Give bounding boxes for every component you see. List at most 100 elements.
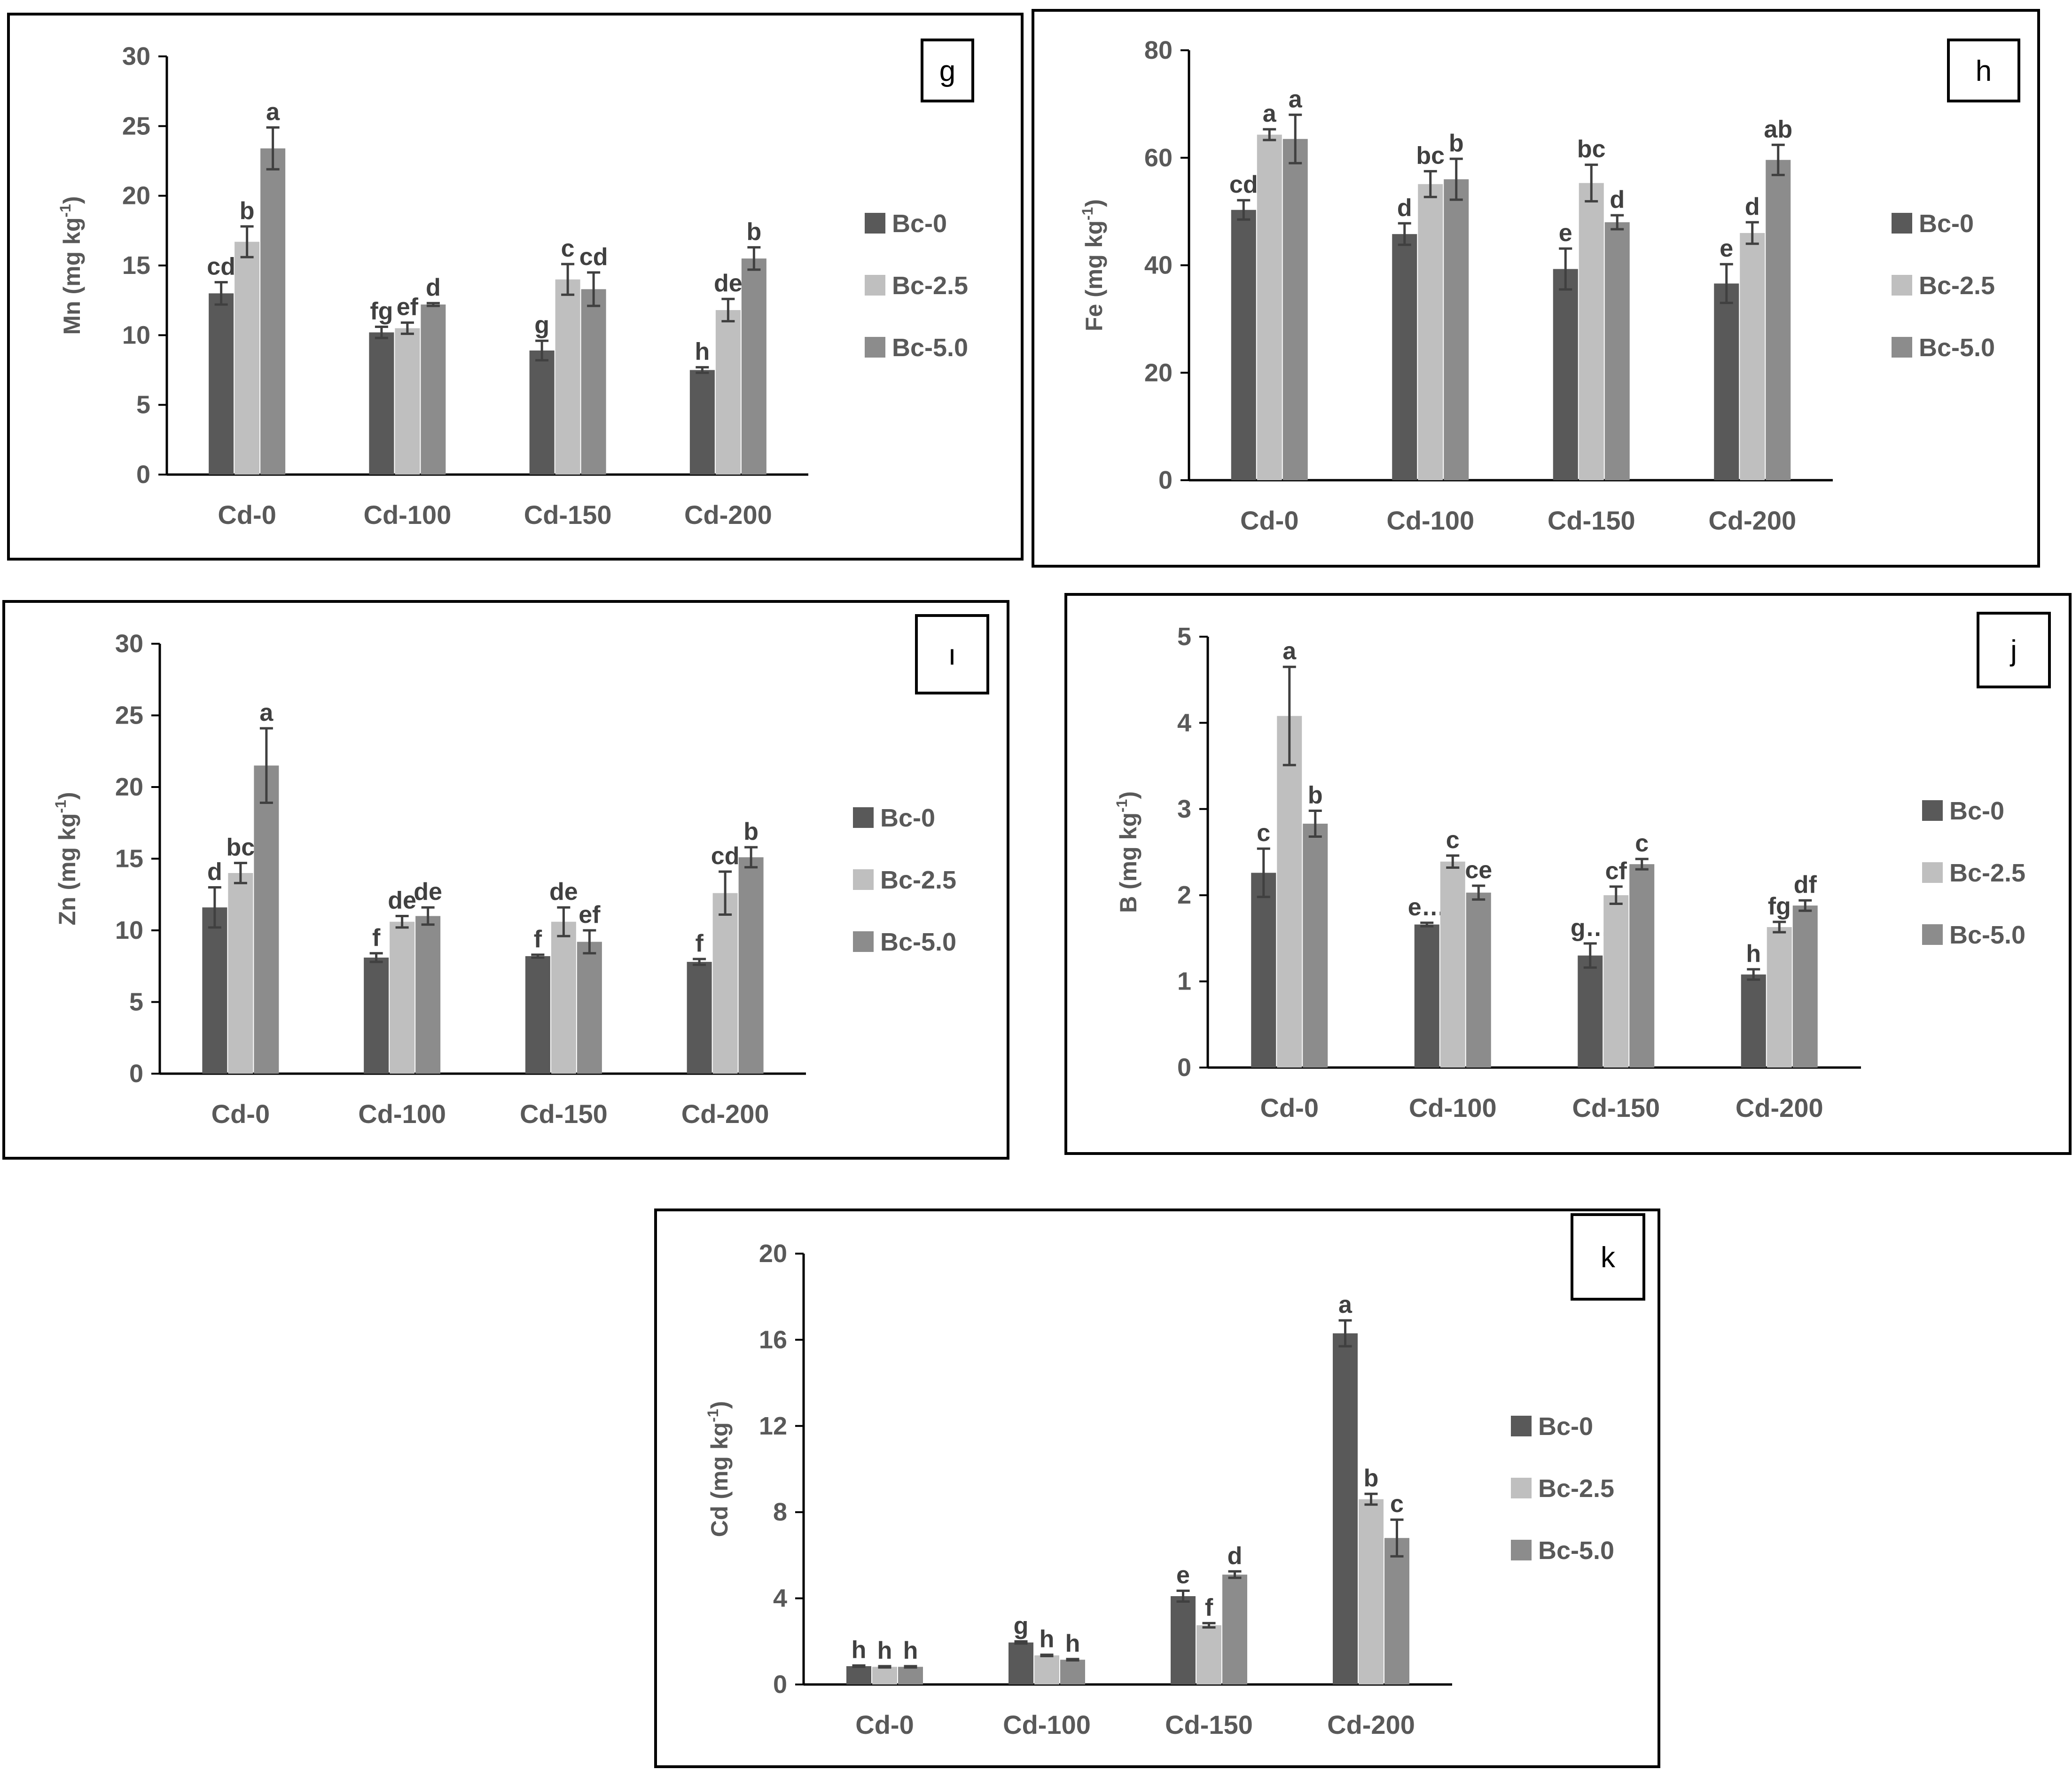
legend-label: Bc-5.0 — [892, 334, 968, 362]
bar — [687, 962, 712, 1074]
significance-label: h — [1040, 1626, 1055, 1653]
bar — [1740, 233, 1765, 480]
significance-label: c — [561, 235, 575, 262]
panel-id-box — [915, 614, 989, 694]
significance-label: cd — [1229, 171, 1258, 198]
category-label: Cd-0 — [211, 1099, 270, 1129]
y-tick-label: 20 — [115, 773, 143, 801]
significance-label: a — [1338, 1291, 1353, 1318]
significance-label: f — [1205, 1594, 1213, 1621]
bar — [254, 765, 279, 1074]
panel-id: g — [939, 55, 955, 87]
y-tick-label: 12 — [759, 1412, 787, 1440]
bar — [1009, 1642, 1033, 1684]
y-tick-label: 2 — [1177, 881, 1191, 909]
bar — [1231, 210, 1256, 481]
significance-label: b — [1308, 781, 1323, 809]
significance-label: e… — [1408, 894, 1446, 921]
category-label: Cd-200 — [1736, 1093, 1823, 1123]
category-label: Cd-150 — [1572, 1093, 1660, 1123]
significance-label: cd — [711, 842, 740, 870]
significance-label: d — [1228, 1542, 1243, 1569]
significance-label: f — [534, 926, 542, 953]
category-label: Cd-100 — [358, 1099, 446, 1129]
significance-label: d — [1397, 194, 1412, 221]
bar — [260, 148, 286, 475]
legend-swatch — [1511, 1416, 1532, 1436]
bar — [1418, 184, 1443, 480]
legend-swatch — [1922, 862, 1943, 883]
bar — [369, 332, 394, 475]
significance-label: bc — [1416, 142, 1445, 169]
legend-swatch — [1922, 924, 1943, 945]
significance-label: e — [1720, 235, 1733, 262]
y-tick-label: 15 — [115, 845, 143, 873]
y-tick-label: 60 — [1144, 144, 1173, 172]
significance-label: de — [714, 270, 743, 297]
significance-label: h — [903, 1637, 918, 1664]
panel-border — [1032, 9, 2040, 568]
y-tick-label: 25 — [122, 112, 150, 140]
panel-border — [654, 1209, 1660, 1768]
bar — [1384, 1538, 1409, 1684]
bar — [1766, 160, 1791, 480]
bar — [1414, 924, 1439, 1068]
bar — [898, 1667, 923, 1684]
significance-label: d — [207, 858, 222, 886]
legend-label: Bc-5.0 — [1538, 1536, 1614, 1565]
significance-label: de — [388, 887, 416, 914]
significance-label: a — [1282, 638, 1297, 665]
legend-swatch — [853, 807, 874, 828]
bar — [1257, 134, 1282, 481]
significance-label: cd — [207, 253, 235, 281]
bar — [1303, 823, 1328, 1068]
legend-label: Bc-2.5 — [1919, 272, 1995, 300]
y-tick-label: 20 — [122, 182, 150, 210]
significance-label: bc — [227, 834, 255, 861]
significance-label: cd — [579, 243, 608, 271]
y-axis-label: Fe (mg kg-1) — [1079, 199, 1107, 331]
legend-label: Bc-5.0 — [1949, 921, 2025, 949]
bar — [235, 242, 260, 475]
significance-label: c — [1635, 830, 1649, 857]
legend-swatch — [853, 869, 874, 890]
bar — [1741, 974, 1766, 1068]
significance-label: g — [1014, 1612, 1029, 1639]
bar — [1767, 927, 1792, 1068]
bar — [1629, 864, 1655, 1068]
y-tick-label: 0 — [129, 1060, 143, 1088]
bar — [1333, 1333, 1358, 1684]
significance-label: a — [266, 98, 280, 125]
bar — [555, 279, 580, 475]
bar — [1444, 179, 1469, 480]
panel-id-box — [1571, 1213, 1645, 1301]
bar — [738, 857, 764, 1074]
significance-label: b — [1364, 1465, 1379, 1492]
significance-label: h — [1065, 1630, 1080, 1657]
bar — [228, 873, 253, 1074]
significance-label: ab — [1764, 116, 1792, 143]
category-label: Cd-100 — [1003, 1710, 1091, 1739]
y-tick-label: 20 — [759, 1240, 787, 1268]
y-tick-label: 30 — [115, 630, 143, 658]
significance-label: d — [1610, 186, 1625, 213]
significance-label: a — [259, 699, 274, 726]
y-axis-label: Zn (mg kg-1) — [52, 792, 80, 926]
category-label: Cd-0 — [1260, 1093, 1319, 1123]
category-label: Cd-200 — [684, 500, 772, 530]
legend-swatch — [1511, 1540, 1532, 1560]
significance-label: g — [534, 312, 549, 339]
bar — [1579, 183, 1604, 481]
legend-label: Bc-0 — [1538, 1412, 1593, 1441]
legend-label: Bc-2.5 — [892, 272, 968, 300]
category-label: Cd-200 — [1327, 1710, 1415, 1739]
bar — [1578, 955, 1603, 1068]
y-tick-label: 3 — [1177, 795, 1191, 823]
significance-label: ce — [1465, 857, 1492, 884]
bar — [1714, 283, 1739, 480]
panel-id-box — [921, 39, 974, 102]
